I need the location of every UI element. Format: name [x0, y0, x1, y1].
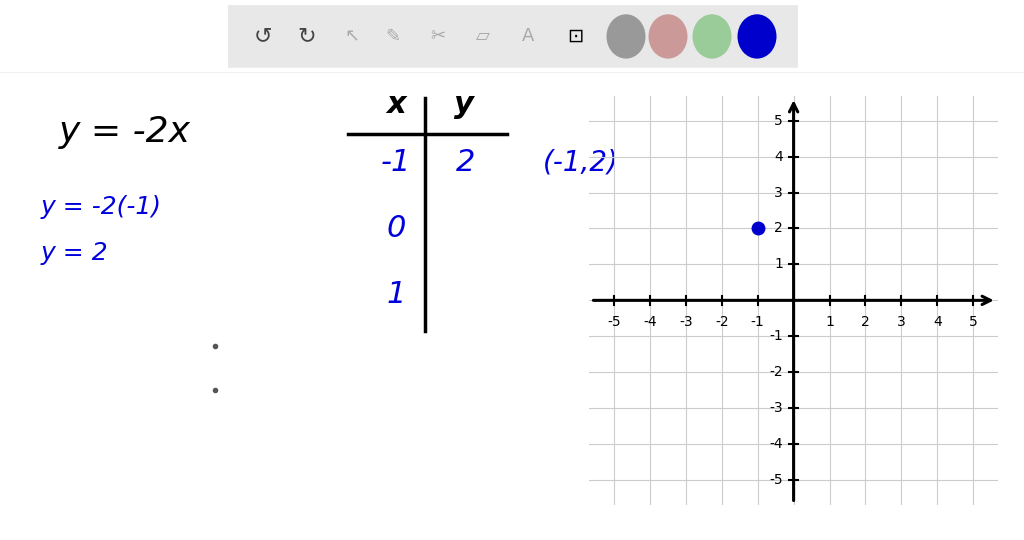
- Text: -4: -4: [769, 437, 782, 451]
- Text: 3: 3: [774, 186, 782, 200]
- Text: 2: 2: [774, 221, 782, 235]
- Text: ↖: ↖: [344, 28, 359, 45]
- Text: 4: 4: [774, 150, 782, 164]
- Text: -2: -2: [769, 365, 782, 379]
- Text: ▱: ▱: [476, 28, 489, 45]
- Text: -2: -2: [715, 315, 728, 329]
- Text: -1: -1: [769, 329, 782, 343]
- Text: -4: -4: [643, 315, 656, 329]
- Ellipse shape: [648, 14, 687, 59]
- Text: -3: -3: [679, 315, 692, 329]
- Text: 2: 2: [457, 147, 475, 177]
- Text: -1: -1: [381, 147, 412, 177]
- Text: -1: -1: [751, 315, 765, 329]
- Text: ↻: ↻: [298, 26, 316, 46]
- Text: y = 2: y = 2: [41, 241, 109, 266]
- Text: 1: 1: [387, 280, 406, 308]
- Text: 3: 3: [897, 315, 906, 329]
- FancyBboxPatch shape: [228, 5, 798, 68]
- Text: 2: 2: [861, 315, 869, 329]
- Ellipse shape: [737, 14, 776, 59]
- Text: A: A: [522, 28, 535, 45]
- Text: y = -2(-1): y = -2(-1): [41, 195, 162, 219]
- Text: ✎: ✎: [385, 28, 400, 45]
- Text: ⊡: ⊡: [567, 27, 584, 46]
- Ellipse shape: [606, 14, 645, 59]
- Text: (-1,2): (-1,2): [543, 148, 618, 176]
- Text: 4: 4: [933, 315, 942, 329]
- Text: 5: 5: [969, 315, 978, 329]
- Text: x: x: [386, 90, 407, 119]
- Text: ✂: ✂: [430, 28, 445, 45]
- Ellipse shape: [692, 14, 731, 59]
- Text: 1: 1: [825, 315, 834, 329]
- Text: ↺: ↺: [254, 26, 272, 46]
- Text: 5: 5: [774, 114, 782, 127]
- Text: 1: 1: [774, 258, 782, 272]
- Text: -5: -5: [607, 315, 621, 329]
- Text: 0: 0: [387, 214, 406, 243]
- Text: y = -2x: y = -2x: [59, 116, 191, 150]
- Text: -3: -3: [769, 401, 782, 415]
- Text: y: y: [454, 90, 474, 119]
- Text: -5: -5: [769, 473, 782, 487]
